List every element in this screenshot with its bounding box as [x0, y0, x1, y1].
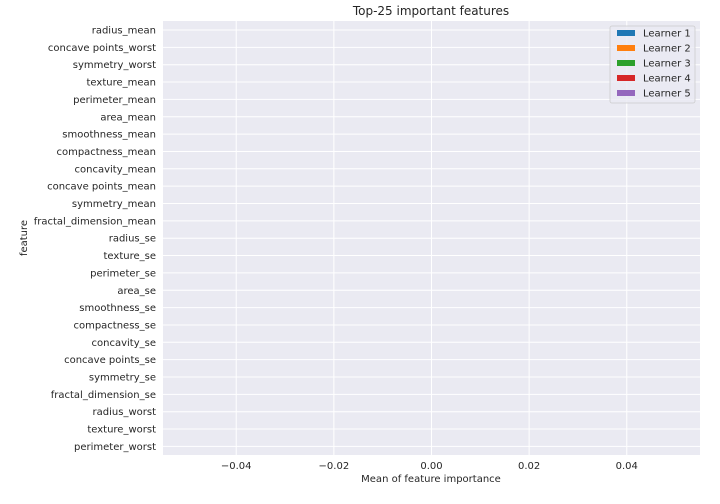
- y-axis-label: feature: [19, 220, 30, 256]
- x-tick-label: 0.02: [518, 461, 540, 472]
- chart-title: Top-25 important features: [352, 4, 509, 18]
- x-tick-label: 0.04: [616, 461, 638, 472]
- legend-label: Learner 3: [643, 59, 691, 70]
- y-tick-label: texture_se: [104, 251, 156, 262]
- y-tick-label: concavity_se: [92, 338, 156, 349]
- x-tick-label: 0.00: [420, 461, 442, 472]
- legend-swatch: [617, 75, 635, 81]
- y-tick-label: concave points_mean: [47, 182, 156, 193]
- y-tick-label: fractal_dimension_mean: [34, 216, 156, 227]
- y-tick-label: area_se: [117, 286, 156, 297]
- y-tick-label: symmetry_worst: [73, 60, 156, 71]
- legend-swatch: [617, 45, 635, 51]
- y-tick-label: smoothness_mean: [62, 130, 156, 141]
- x-tick-label: −0.02: [319, 461, 350, 472]
- legend-swatch: [617, 90, 635, 96]
- y-tick-label: concave points_worst: [48, 43, 156, 54]
- legend-swatch: [617, 30, 635, 36]
- y-tick-label: radius_mean: [92, 26, 156, 37]
- x-tick-label: −0.04: [221, 461, 252, 472]
- legend: Learner 1 Learner 2 Learner 3 Learner 4 Lear…: [609, 25, 696, 104]
- grid: [163, 21, 700, 455]
- legend-label: Learner 4: [643, 74, 691, 85]
- legend-label: Learner 5: [643, 89, 691, 100]
- legend-swatch: [617, 60, 635, 66]
- y-tick-label: concave points_se: [64, 355, 156, 366]
- y-tick-label: compactness_se: [73, 320, 156, 331]
- y-tick-label: fractal_dimension_se: [51, 390, 156, 401]
- y-tick-label: area_mean: [100, 112, 156, 123]
- y-tick-label: smoothness_se: [79, 303, 156, 314]
- y-tick-label: symmetry_mean: [72, 199, 156, 210]
- legend-label: Learner 2: [643, 44, 691, 55]
- y-tick-label: symmetry_se: [89, 373, 156, 384]
- y-tick-label: perimeter_worst: [74, 442, 156, 453]
- y-tick-label: perimeter_mean: [73, 95, 156, 106]
- y-tick-label: compactness_mean: [56, 147, 156, 158]
- y-tick-label: radius_worst: [93, 407, 157, 418]
- y-tick-label: texture_mean: [87, 78, 156, 89]
- y-tick-label: texture_worst: [87, 425, 156, 436]
- x-axis-label: Mean of feature importance: [361, 474, 501, 485]
- y-tick-label: radius_se: [109, 234, 156, 245]
- legend-label: Learner 1: [643, 29, 691, 40]
- y-tick-label: perimeter_se: [90, 268, 156, 279]
- y-tick-label: concavity_mean: [75, 164, 156, 175]
- x-tick-labels: −0.04 −0.02 0.00 0.02 0.04: [221, 461, 638, 472]
